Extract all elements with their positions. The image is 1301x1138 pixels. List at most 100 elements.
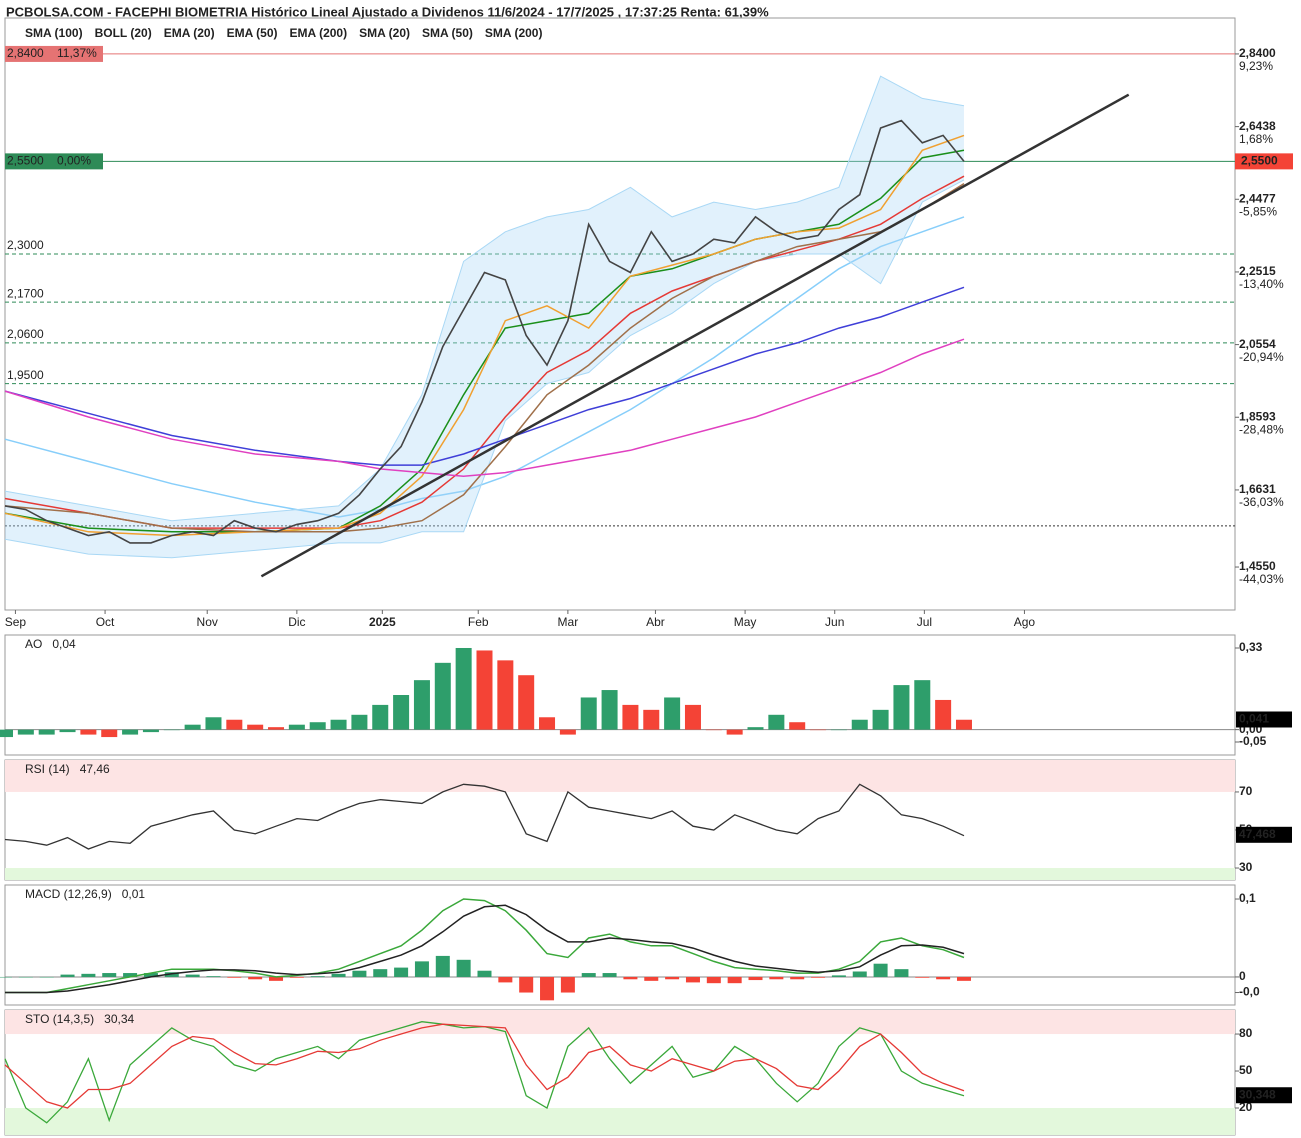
histogram-bar (394, 967, 409, 977)
oversold-zone (5, 1108, 1235, 1135)
panel-frame (4, 634, 1236, 756)
series-line (5, 904, 965, 994)
legend-entry: BOLL (20) (95, 26, 152, 40)
last-value-box (1236, 1087, 1292, 1104)
indicator-name: MACD (12,26,9) (25, 887, 112, 901)
bar (268, 727, 285, 730)
bar (768, 714, 785, 730)
panel-frame (4, 17, 1236, 611)
indicator-readout: 0,04 (52, 637, 76, 651)
y-tick-label: 2,8400 (1239, 46, 1276, 60)
histogram-bar (0, 976, 12, 978)
y-tick-label: 20 (1239, 1100, 1253, 1114)
histogram-bar (102, 973, 117, 977)
y-tick-label: 70 (1239, 784, 1253, 798)
y-tick-note: -28,48% (1239, 422, 1284, 436)
panel-title: RSI (14) 47,46 (25, 762, 110, 776)
bar (351, 714, 368, 730)
histogram-bar (665, 976, 680, 980)
bar (955, 719, 972, 730)
level-note: 0,00% (57, 154, 91, 168)
panel-frame (4, 884, 1236, 1006)
y-tick-label: 1,6631 (1239, 482, 1276, 496)
x-tick-label: Mar (558, 615, 579, 629)
x-tick-label: Sep (5, 615, 27, 629)
y-tick-note: -20,94% (1239, 350, 1284, 364)
histogram-bar (936, 976, 951, 980)
legend-entry: SMA (100) (25, 26, 83, 40)
y-tick-label: 2,0554 (1239, 337, 1276, 351)
histogram-bar (123, 973, 138, 977)
histogram-bar (143, 973, 158, 977)
bar (830, 729, 847, 731)
price-line (4, 119, 965, 544)
y-tick-label: 0 (1239, 969, 1246, 983)
bar (372, 704, 389, 730)
bar (747, 727, 764, 730)
histogram-bar (811, 976, 826, 978)
legend-entry: SMA (200) (485, 26, 543, 40)
bar (497, 660, 514, 730)
histogram-bar (185, 974, 200, 977)
x-tick-label: Ago (1014, 615, 1036, 629)
histogram-bar (519, 976, 534, 993)
bar (789, 722, 806, 730)
y-tick-label: 1,4550 (1239, 559, 1276, 573)
legend-entry: EMA (50) (227, 26, 278, 40)
bar (413, 680, 430, 730)
bar (142, 729, 159, 733)
histogram-bar (831, 975, 846, 977)
histogram-bar (540, 976, 555, 1001)
x-tick-label: Oct (96, 615, 115, 629)
bar (893, 685, 910, 730)
bar (101, 729, 118, 738)
last-price-label: 2,5500 (1241, 154, 1278, 168)
series-line (4, 1023, 965, 1109)
y-tick-label: 80 (1239, 1026, 1253, 1040)
bar (580, 697, 597, 730)
histogram-bar (289, 976, 304, 978)
bar (38, 729, 55, 735)
bar (518, 675, 535, 730)
bar (393, 695, 410, 730)
overbought-zone (5, 760, 1235, 792)
last-value-box (1236, 711, 1292, 728)
histogram-bar (331, 973, 346, 977)
series-line (4, 182, 965, 533)
bar (59, 729, 76, 733)
bar (664, 697, 681, 730)
bar (476, 650, 493, 730)
last-price-box (1235, 153, 1293, 170)
bar (309, 722, 326, 730)
indicator-readout: 30,34 (104, 1012, 134, 1026)
series-line (5, 898, 965, 994)
bar (684, 704, 701, 730)
band-fill (5, 76, 964, 558)
legend-entry: SMA (20) (359, 26, 410, 40)
band-upper (4, 75, 965, 522)
level-label: 1,9500 (7, 368, 44, 382)
bar (205, 717, 222, 730)
last-value-label: 47,468 (1239, 827, 1276, 841)
bar (330, 719, 347, 730)
bar (810, 729, 827, 731)
bar (705, 729, 722, 731)
last-value-label: 30,348 (1239, 1087, 1276, 1101)
histogram-bar (706, 976, 721, 984)
histogram-bar (852, 971, 867, 977)
histogram-bar (18, 976, 33, 978)
histogram-bar (310, 976, 325, 977)
histogram-bar (248, 976, 263, 980)
histogram-bar (498, 976, 513, 983)
histogram-bar (414, 961, 429, 977)
bar (872, 709, 889, 730)
y-tick-label: 2,6438 (1239, 119, 1276, 133)
histogram-bar (790, 976, 805, 980)
indicator-name: AO (25, 637, 42, 651)
histogram-bar (894, 969, 909, 977)
histogram-bar (373, 969, 388, 977)
indicator-readout: 47,46 (80, 762, 110, 776)
bar (643, 709, 660, 730)
indicator-readout: 0,01 (122, 887, 146, 901)
